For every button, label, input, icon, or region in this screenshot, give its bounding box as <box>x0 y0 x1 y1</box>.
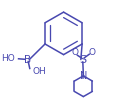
Text: B: B <box>24 55 31 65</box>
Text: N: N <box>80 71 87 81</box>
Text: S: S <box>79 55 86 65</box>
Text: OH: OH <box>33 67 47 76</box>
Text: O: O <box>89 47 96 56</box>
Text: O: O <box>71 48 78 57</box>
Text: HO: HO <box>1 54 15 63</box>
